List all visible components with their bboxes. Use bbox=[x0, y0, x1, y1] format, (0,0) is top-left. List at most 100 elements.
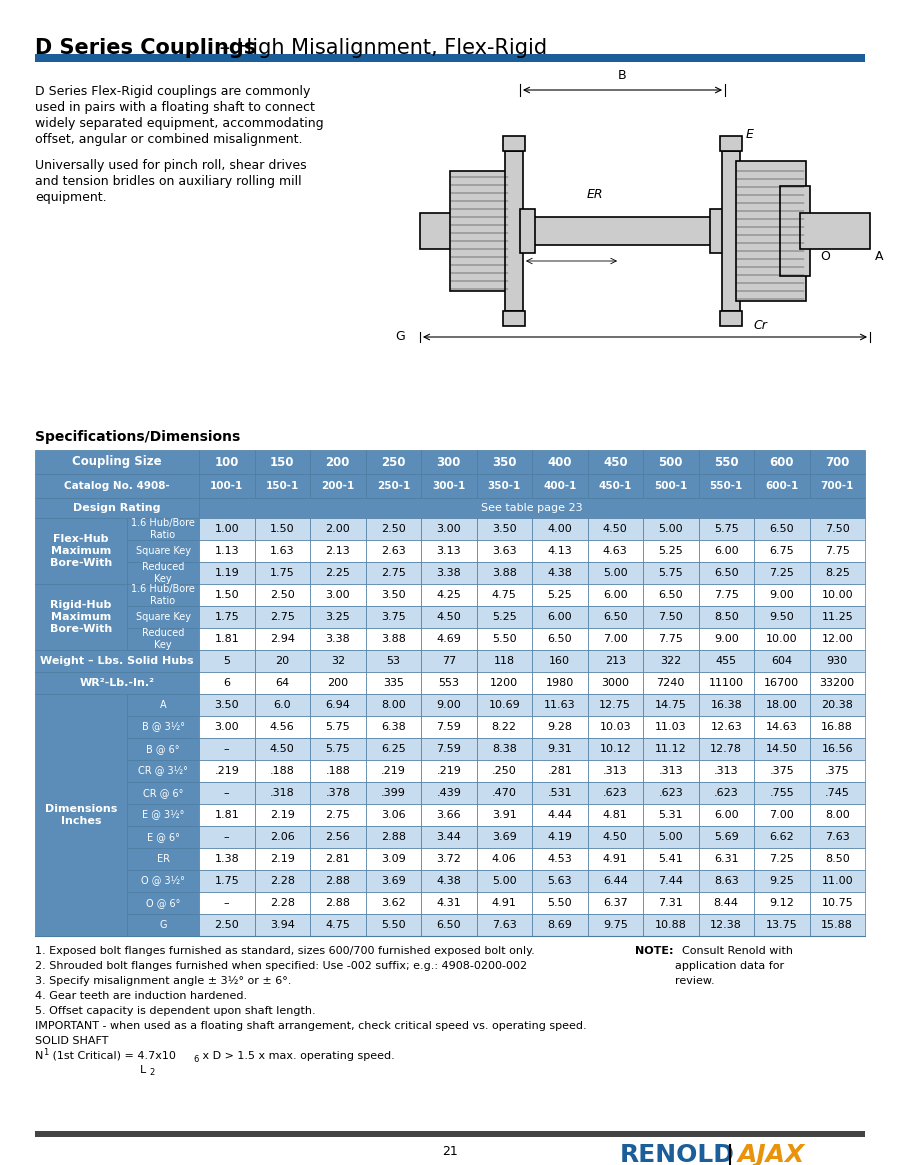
Bar bbox=[199, 628, 255, 650]
Text: offset, angular or combined misalignment.: offset, angular or combined misalignment… bbox=[35, 133, 302, 146]
Text: 4.13: 4.13 bbox=[547, 546, 572, 556]
Text: 7240: 7240 bbox=[657, 678, 685, 689]
Bar bbox=[754, 650, 809, 672]
Bar bbox=[421, 892, 476, 915]
Bar bbox=[476, 848, 532, 870]
Text: 2.94: 2.94 bbox=[270, 634, 295, 644]
Bar bbox=[532, 826, 588, 848]
Bar bbox=[35, 1131, 865, 1137]
Bar bbox=[476, 562, 532, 584]
Text: Square Key: Square Key bbox=[136, 612, 191, 622]
Bar bbox=[199, 474, 255, 497]
Bar bbox=[255, 562, 310, 584]
Bar bbox=[809, 892, 865, 915]
Text: .439: .439 bbox=[436, 788, 461, 798]
Text: 700-1: 700-1 bbox=[821, 481, 854, 490]
Bar bbox=[35, 672, 199, 694]
Text: 160: 160 bbox=[549, 656, 571, 666]
Text: 16.88: 16.88 bbox=[822, 722, 853, 732]
Bar bbox=[722, 151, 740, 311]
Text: 12.00: 12.00 bbox=[822, 634, 853, 644]
Bar bbox=[255, 694, 310, 716]
Bar bbox=[698, 826, 754, 848]
Bar bbox=[754, 716, 809, 737]
Text: 1.19: 1.19 bbox=[214, 569, 239, 578]
Text: 6.0: 6.0 bbox=[274, 700, 291, 709]
Text: O: O bbox=[820, 249, 830, 262]
Text: 3.50: 3.50 bbox=[492, 524, 517, 534]
Bar bbox=[421, 760, 476, 782]
Bar bbox=[365, 694, 421, 716]
Bar bbox=[255, 584, 310, 606]
Text: Universally used for pinch roll, shear drives: Universally used for pinch roll, shear d… bbox=[35, 158, 307, 172]
Text: .470: .470 bbox=[491, 788, 517, 798]
Bar bbox=[365, 870, 421, 892]
Text: .313: .313 bbox=[603, 767, 627, 776]
Text: 4.75: 4.75 bbox=[325, 920, 350, 930]
Bar bbox=[255, 541, 310, 562]
Text: 7.59: 7.59 bbox=[436, 722, 461, 732]
Text: 5.25: 5.25 bbox=[547, 589, 572, 600]
Bar bbox=[710, 209, 725, 253]
Text: 11.25: 11.25 bbox=[822, 612, 853, 622]
Bar bbox=[199, 606, 255, 628]
Bar bbox=[365, 804, 421, 826]
Bar bbox=[588, 518, 643, 541]
Text: L: L bbox=[140, 1065, 146, 1075]
Bar bbox=[698, 474, 754, 497]
Bar bbox=[754, 672, 809, 694]
Text: 3.06: 3.06 bbox=[381, 810, 406, 820]
Text: 9.28: 9.28 bbox=[547, 722, 572, 732]
Text: 7.50: 7.50 bbox=[659, 612, 683, 622]
Text: 6.44: 6.44 bbox=[603, 876, 627, 887]
Text: 3. Specify misalignment angle ± 3½° or ± 6°.: 3. Specify misalignment angle ± 3½° or ±… bbox=[35, 976, 292, 986]
Text: 7.75: 7.75 bbox=[824, 546, 850, 556]
Bar bbox=[365, 782, 421, 804]
Bar bbox=[476, 716, 532, 737]
Text: 8.50: 8.50 bbox=[825, 854, 850, 864]
Bar bbox=[532, 650, 588, 672]
Text: 4.44: 4.44 bbox=[547, 810, 572, 820]
Bar bbox=[754, 804, 809, 826]
Bar bbox=[35, 450, 199, 474]
Text: Reduced
Key: Reduced Key bbox=[142, 628, 184, 650]
Text: 118: 118 bbox=[494, 656, 515, 666]
Text: .531: .531 bbox=[547, 788, 572, 798]
Bar bbox=[310, 650, 365, 672]
Text: 6.50: 6.50 bbox=[714, 569, 739, 578]
Text: 6.00: 6.00 bbox=[603, 589, 627, 600]
Bar bbox=[199, 804, 255, 826]
Text: 3.62: 3.62 bbox=[381, 898, 406, 908]
Text: Design Rating: Design Rating bbox=[73, 503, 161, 513]
Bar bbox=[199, 737, 255, 760]
Text: 700: 700 bbox=[825, 456, 850, 468]
Text: 11.12: 11.12 bbox=[655, 744, 687, 754]
Bar bbox=[310, 870, 365, 892]
Bar bbox=[754, 628, 809, 650]
Text: 3.13: 3.13 bbox=[436, 546, 461, 556]
Bar bbox=[421, 518, 476, 541]
Bar bbox=[588, 760, 643, 782]
Text: 10.00: 10.00 bbox=[766, 634, 797, 644]
Bar bbox=[754, 450, 809, 474]
Text: 4.50: 4.50 bbox=[603, 832, 627, 842]
Text: 8.22: 8.22 bbox=[491, 722, 517, 732]
Text: .755: .755 bbox=[770, 788, 794, 798]
Text: 500: 500 bbox=[659, 456, 683, 468]
Bar bbox=[532, 892, 588, 915]
Bar bbox=[476, 782, 532, 804]
Text: 6.62: 6.62 bbox=[770, 832, 794, 842]
Bar bbox=[476, 474, 532, 497]
Text: B @ 3½°: B @ 3½° bbox=[141, 722, 184, 732]
Bar bbox=[421, 474, 476, 497]
Text: 3.00: 3.00 bbox=[214, 722, 239, 732]
Text: 10.00: 10.00 bbox=[822, 589, 853, 600]
Text: D Series Flex-Rigid couplings are commonly: D Series Flex-Rigid couplings are common… bbox=[35, 85, 310, 98]
Text: 350: 350 bbox=[492, 456, 517, 468]
Text: 2: 2 bbox=[149, 1068, 154, 1076]
Text: 10.69: 10.69 bbox=[489, 700, 520, 709]
Bar bbox=[588, 804, 643, 826]
Text: 4.69: 4.69 bbox=[436, 634, 461, 644]
Text: 3000: 3000 bbox=[601, 678, 629, 689]
Bar bbox=[310, 716, 365, 737]
